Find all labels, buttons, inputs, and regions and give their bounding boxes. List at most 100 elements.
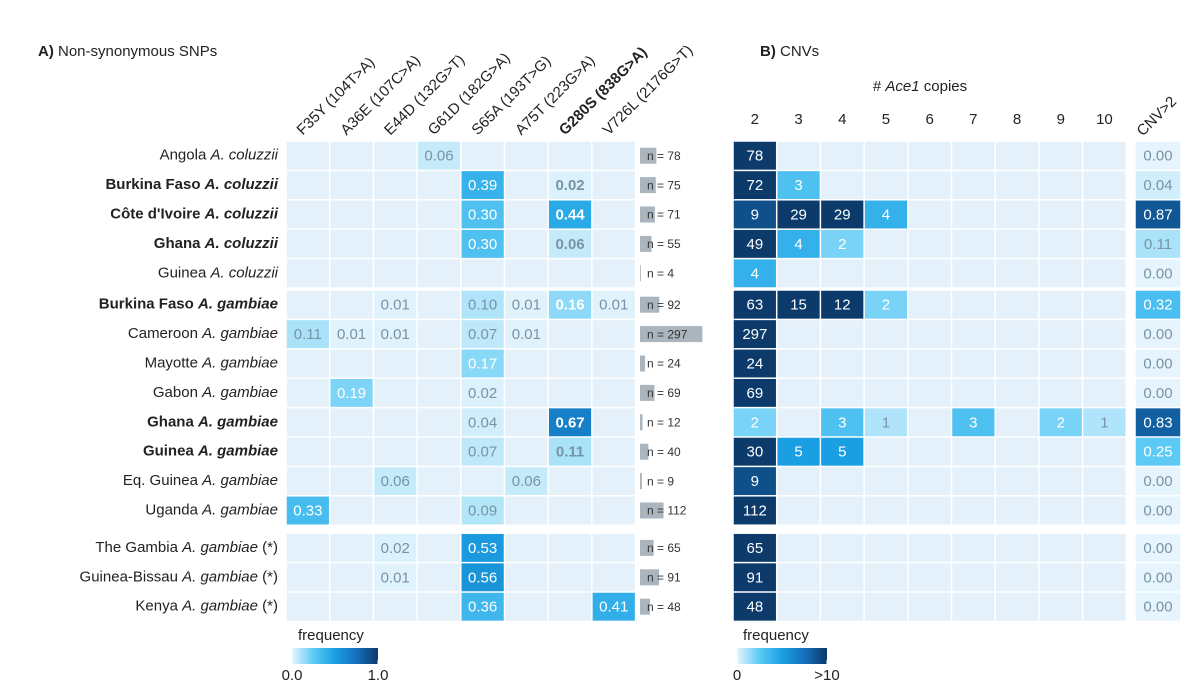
empty-cell [330,533,373,562]
empty-cell [908,533,951,562]
cell [461,290,504,319]
empty-cell [821,496,864,525]
cell-label: 0.32 [1143,297,1172,314]
empty-cell [374,171,417,200]
empty-cell [1039,592,1082,621]
empty-cell [952,496,995,525]
cell [548,408,592,437]
empty-cell [777,496,820,525]
column-header: 8 [1013,111,1021,128]
column-header: 7 [969,111,977,128]
empty-cell [1039,437,1082,466]
cell-label: 0.00 [1143,502,1172,519]
empty-cell [592,171,635,200]
empty-cell [374,437,417,466]
cell-label: 297 [742,326,767,343]
cell [548,200,592,229]
legend-title: frequency [743,627,809,644]
empty-cell [505,171,548,200]
cell [374,533,417,562]
cell [777,171,820,200]
cell-label: 0.01 [381,569,410,586]
row-country: Cameroon [128,325,198,342]
empty-cell [592,467,635,496]
empty-cell [864,229,908,258]
empty-cell [286,290,329,319]
empty-cell [777,467,820,496]
cell [1135,467,1181,496]
cell-label: 0.06 [381,473,410,490]
empty-cell [330,592,373,621]
empty-cell [821,171,864,200]
empty-cell [952,378,995,407]
empty-cell [548,378,592,407]
empty-cell [592,408,635,437]
cell [461,229,504,258]
cell [1135,592,1181,621]
cell [1135,563,1181,592]
column-header: 2 [751,111,759,128]
empty-cell [417,437,461,466]
row-suffix: (*) [262,568,278,585]
cell [733,496,776,525]
row-label: Mayotte A. gambiae [145,354,278,371]
n-label: n = 12 [647,415,681,429]
empty-cell [417,200,461,229]
column-header: 10 [1096,111,1113,128]
empty-cell [417,467,461,496]
cell [330,320,373,349]
cell [1135,171,1181,200]
empty-cell [952,171,995,200]
empty-cell [908,200,951,229]
axis-title-prefix: # [873,78,882,95]
row-country: Kenya [135,598,178,615]
empty-cell [330,467,373,496]
empty-cell [417,229,461,258]
empty-cell [548,533,592,562]
empty-cell [908,171,951,200]
cell [1135,290,1181,319]
row-species: A. coluzzii [204,235,279,252]
empty-cell [1083,378,1126,407]
cell-label: 0.10 [468,297,497,314]
empty-cell [286,378,329,407]
empty-cell [821,378,864,407]
cell-label: 0.67 [555,414,584,431]
cell [461,408,504,437]
empty-cell [952,467,995,496]
cell-label: 0.00 [1143,569,1172,586]
row-species: A. gambiae [201,354,278,371]
row-label: Kenya A. gambiae (*) [135,598,278,615]
empty-cell [461,259,504,288]
empty-cell [952,563,995,592]
empty-cell [592,259,635,288]
empty-cell [995,496,1039,525]
empty-cell [286,171,329,200]
empty-cell [417,171,461,200]
empty-cell [821,141,864,170]
n-bar [640,473,642,490]
empty-cell [1083,496,1126,525]
cell-label: 78 [747,148,764,165]
empty-cell [548,496,592,525]
empty-cell [330,229,373,258]
legend-title: frequency [298,627,364,644]
empty-cell [995,592,1039,621]
empty-cell [505,378,548,407]
n-bar [640,384,655,401]
cell-label: 0.04 [468,414,497,431]
empty-cell [417,496,461,525]
empty-cell [286,563,329,592]
cell [374,563,417,592]
cell-label: 49 [747,236,764,253]
cell-label: 0.07 [468,326,497,343]
cell [733,320,776,349]
cell [548,171,592,200]
empty-cell [286,592,329,621]
cell-label: 0.02 [468,385,497,402]
empty-cell [548,467,592,496]
n-label: n = 297 [647,327,688,341]
empty-cell [505,592,548,621]
column-header: 9 [1057,111,1065,128]
